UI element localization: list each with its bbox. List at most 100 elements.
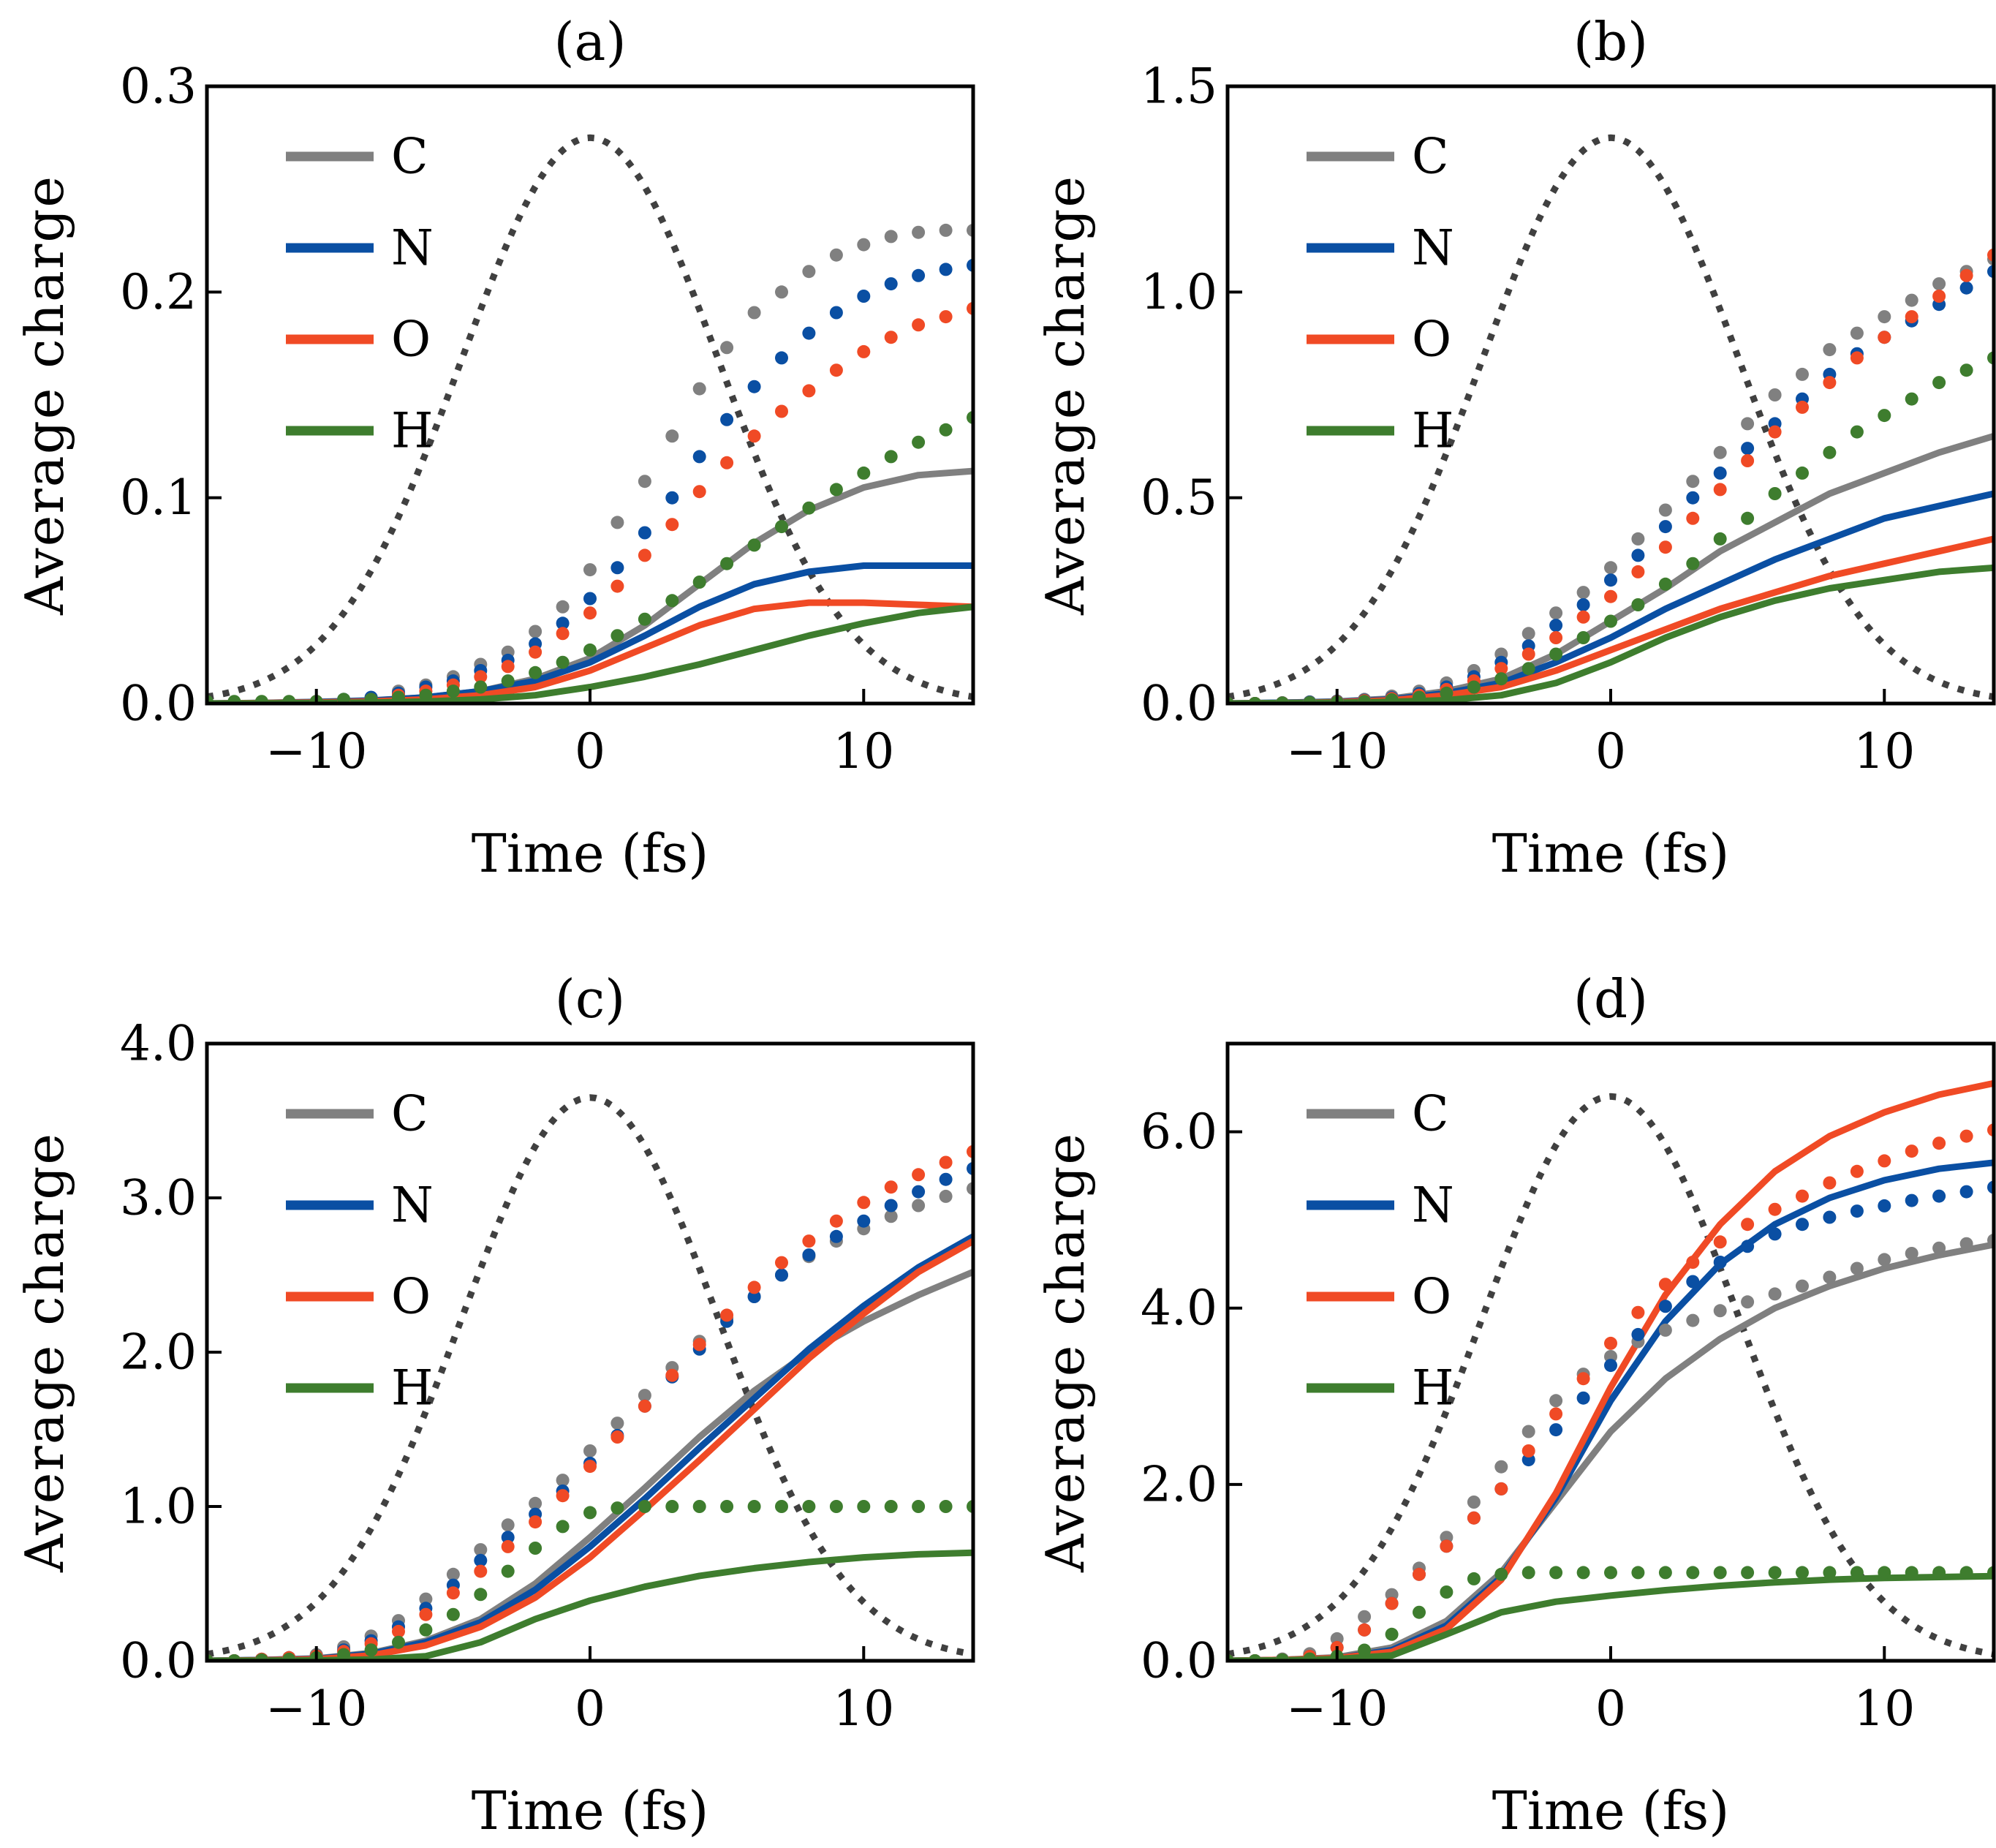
x-axis-label: Time (fs): [472, 1780, 709, 1841]
y-tick-label: 2.0: [1141, 1456, 1217, 1512]
data-point-H: [364, 693, 378, 704]
data-point-H: [1549, 1566, 1563, 1580]
data-point-N: [829, 306, 843, 320]
data-point-H: [1631, 598, 1645, 611]
data-point-C: [692, 382, 706, 396]
data-point-O: [1467, 1511, 1481, 1525]
y-tick-label: 0.0: [1141, 1633, 1217, 1689]
data-point-O: [638, 548, 651, 562]
data-point-N: [1604, 1359, 1617, 1373]
data-point-N: [1686, 1275, 1700, 1289]
data-point-H: [1358, 1643, 1372, 1657]
data-point-O: [1768, 1202, 1782, 1216]
data-point-O: [1905, 1144, 1918, 1158]
data-point-H: [665, 594, 679, 608]
data-point-O: [1576, 1372, 1590, 1386]
data-point-N: [1823, 1210, 1837, 1224]
data-point-C: [1686, 1313, 1700, 1327]
data-point-O: [392, 1624, 405, 1638]
data-point-O: [1878, 1154, 1891, 1168]
data-point-N: [857, 1214, 871, 1228]
data-point-N: [1686, 491, 1700, 505]
legend-label: C: [391, 1086, 428, 1142]
data-point-C: [1358, 1610, 1372, 1623]
legend-label: C: [391, 129, 428, 185]
data-point-N: [912, 268, 926, 282]
data-point-N: [747, 1290, 761, 1303]
data-point-H: [1905, 1566, 1918, 1580]
data-point-N: [1713, 466, 1727, 480]
data-point-O: [1823, 376, 1837, 390]
data-point-H: [802, 501, 816, 515]
data-point-H: [857, 1500, 871, 1513]
data-point-C: [720, 341, 734, 355]
data-point-O: [829, 363, 843, 377]
data-point-H: [556, 655, 570, 669]
x-tick-label: 0: [575, 1681, 605, 1737]
x-tick-label: 0: [1595, 723, 1626, 780]
data-point-O: [775, 404, 788, 418]
data-point-O: [720, 456, 734, 469]
data-point-H: [1796, 466, 1809, 480]
data-point-H: [392, 690, 405, 704]
data-point-N: [1905, 1193, 1918, 1207]
data-point-H: [1823, 445, 1837, 459]
legend-label: N: [391, 1177, 434, 1234]
data-point-N: [556, 616, 570, 630]
data-point-N: [884, 1199, 898, 1212]
y-tick-label: 3.0: [120, 1170, 197, 1226]
data-point-C: [1932, 277, 1946, 291]
data-point-H: [1850, 1566, 1864, 1580]
data-point-H: [1631, 1566, 1645, 1580]
data-point-C: [1713, 1304, 1727, 1318]
data-point-N: [1796, 1218, 1809, 1232]
data-point-C: [1768, 1287, 1782, 1301]
data-point-N: [610, 561, 624, 575]
x-tick-label: 10: [1853, 723, 1915, 780]
data-point-C: [1823, 1270, 1837, 1284]
data-point-O: [1796, 400, 1809, 414]
data-point-H: [1413, 690, 1426, 704]
data-point-C: [939, 1189, 953, 1203]
data-point-H: [419, 688, 433, 702]
data-point-O: [1878, 331, 1891, 344]
data-point-O: [1604, 589, 1617, 603]
data-point-C: [1878, 1253, 1891, 1267]
data-point-H: [529, 1542, 543, 1555]
data-point-H: [638, 612, 651, 626]
data-point-N: [638, 526, 651, 540]
y-tick-label: 0.2: [120, 264, 197, 320]
data-point-O: [1850, 1164, 1864, 1178]
data-point-N: [939, 263, 953, 276]
data-point-N: [1658, 1300, 1672, 1313]
data-point-C: [1932, 1241, 1946, 1255]
data-point-C: [1576, 586, 1590, 600]
data-point-O: [1521, 1444, 1535, 1457]
data-point-C: [1768, 388, 1782, 401]
legend-label: N: [391, 220, 434, 276]
data-point-N: [474, 1553, 488, 1567]
data-point-N: [1658, 520, 1672, 534]
legend-label: H: [391, 1360, 434, 1417]
data-point-H: [337, 693, 351, 704]
data-point-N: [1741, 1240, 1755, 1253]
data-point-C: [775, 285, 788, 299]
plot-area: [207, 1094, 973, 1661]
data-point-C: [1713, 445, 1727, 459]
data-point-N: [1549, 619, 1563, 633]
data-point-O: [1576, 610, 1590, 624]
data-point-O: [1905, 310, 1918, 324]
data-point-H: [1275, 1653, 1289, 1661]
data-point-O: [419, 1607, 433, 1621]
data-point-N: [1576, 1391, 1590, 1405]
data-point-C: [1905, 1247, 1918, 1260]
y-tick-label: 1.0: [1141, 264, 1217, 320]
data-point-O: [529, 645, 543, 659]
data-point-H: [775, 1500, 788, 1513]
data-point-H: [474, 1588, 488, 1602]
data-point-O: [1658, 540, 1672, 554]
data-point-O: [1494, 662, 1508, 676]
data-point-H: [254, 695, 268, 704]
y-axis-label: Average charge: [14, 175, 75, 616]
